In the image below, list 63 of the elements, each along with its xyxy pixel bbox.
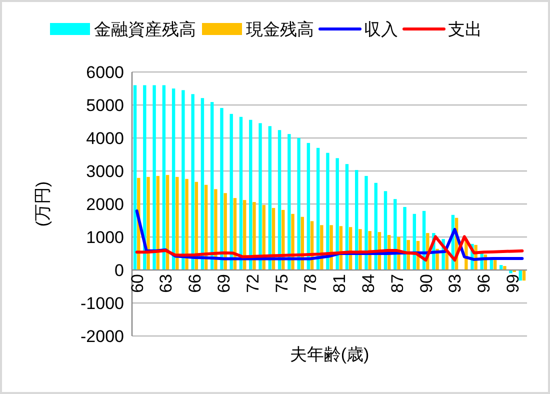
legend-label: 支出 — [448, 20, 482, 39]
bar — [358, 229, 362, 270]
bar — [230, 114, 233, 270]
bar — [162, 85, 166, 270]
bar — [297, 138, 300, 270]
x-tick-label: 93 — [446, 274, 465, 293]
x-tick-label: 81 — [330, 274, 350, 293]
x-tick-label: 66 — [186, 274, 205, 293]
bar — [336, 158, 339, 270]
bar — [152, 85, 156, 270]
bar — [403, 206, 406, 270]
bar — [345, 164, 349, 270]
x-tick-label: 87 — [388, 274, 407, 293]
legend-label: 金融資産残高 — [94, 20, 196, 39]
bar — [200, 98, 204, 270]
bar — [239, 116, 243, 270]
y-tick-label: -2000 — [80, 327, 124, 346]
legend-label: 現金残高 — [246, 20, 314, 39]
y-tick-label: -1000 — [80, 294, 124, 313]
x-tick-label: 90 — [416, 274, 436, 293]
bar — [220, 108, 224, 270]
x-tick-label: 96 — [474, 274, 494, 293]
y-tick-label: 6000 — [86, 63, 124, 82]
bar — [291, 214, 294, 270]
bar — [143, 85, 146, 270]
bar — [503, 266, 506, 270]
x-axis-title: 夫年齢(歳) — [290, 345, 370, 364]
bar — [326, 152, 330, 270]
x-tick-label: 78 — [301, 274, 320, 293]
bar — [182, 90, 185, 270]
y-tick-label: 0 — [114, 261, 124, 280]
bar — [364, 176, 368, 270]
bar — [252, 202, 256, 270]
y-tick-label: 5000 — [86, 96, 124, 115]
bar — [210, 102, 214, 270]
bar — [224, 193, 227, 270]
y-tick-label: 2000 — [86, 195, 124, 214]
legend-label: 収入 — [364, 20, 398, 39]
x-tick-label: 75 — [272, 274, 292, 293]
bar — [214, 189, 218, 270]
bar — [268, 126, 272, 270]
bar — [509, 270, 512, 274]
bar — [288, 134, 291, 270]
x-tick-label: 99 — [504, 274, 523, 293]
bar — [249, 120, 252, 270]
y-tick-label: 4000 — [86, 129, 124, 148]
x-tick-label: 60 — [128, 274, 147, 293]
x-tick-label: 72 — [243, 274, 262, 293]
bar — [185, 178, 188, 270]
y-tick-label: 3000 — [86, 162, 124, 181]
bar — [493, 260, 497, 270]
x-tick-label: 69 — [214, 274, 234, 293]
bar — [176, 176, 179, 270]
bar — [258, 123, 262, 270]
bar — [191, 94, 194, 270]
bar — [133, 85, 137, 270]
bar — [146, 176, 150, 270]
line-series — [135, 235, 524, 262]
y-axis-title: (万円) — [33, 181, 52, 227]
x-tick-label: 63 — [156, 274, 176, 293]
bar — [172, 88, 176, 270]
y-tick-label: 1000 — [86, 228, 124, 247]
x-tick-label: 84 — [359, 274, 378, 293]
